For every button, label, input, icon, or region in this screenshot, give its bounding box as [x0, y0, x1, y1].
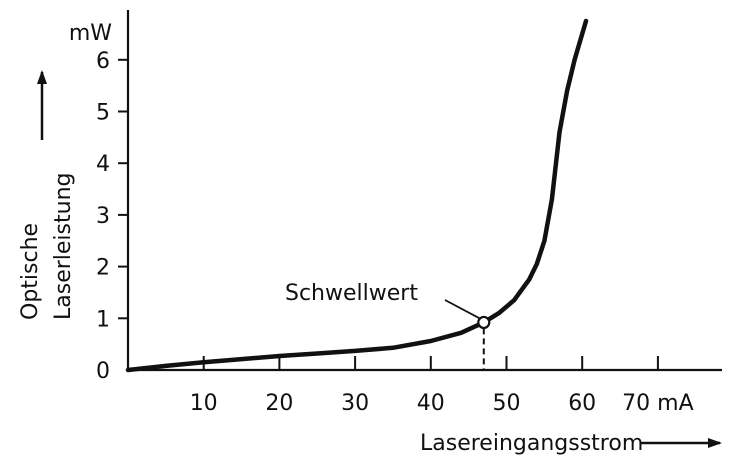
- y-tick-label: 0: [96, 359, 110, 384]
- y-tick-label: 6: [96, 49, 110, 74]
- y-unit: mW: [69, 21, 112, 46]
- x-tick-label: 50: [493, 391, 521, 416]
- y-tick-label: 3: [96, 204, 110, 229]
- x-tick-label: 70 mA: [622, 391, 693, 416]
- y-axis-title-group: Optische Laserleistung: [18, 70, 76, 320]
- x-tick-label: 40: [417, 391, 445, 416]
- x-tick-label: 20: [265, 391, 293, 416]
- x-axis-title: Lasereingangsstrom: [420, 431, 643, 456]
- y-tick-label: 1: [96, 307, 110, 332]
- x-ticks: 10 20 30 40 50 60 70 mA: [190, 356, 694, 416]
- y-ticks: 0 1 2 3 4 5 6: [96, 49, 128, 384]
- annotation: Schwellwert: [285, 281, 481, 320]
- y-tick-label: 4: [96, 152, 110, 177]
- x-tick-label: 30: [341, 391, 369, 416]
- threshold-label: Schwellwert: [285, 281, 418, 306]
- series-line: [125, 18, 589, 373]
- y-tick-label: 2: [96, 256, 110, 281]
- y-axis-title-line-1: Optische: [18, 223, 43, 320]
- y-axis-title-line-2: Laserleistung: [51, 173, 76, 320]
- threshold-leader-line: [444, 299, 481, 320]
- y-unit-label: mW: [69, 21, 112, 46]
- x-tick-label: 60: [568, 391, 596, 416]
- x-tick-label: 10: [190, 391, 218, 416]
- y-tick-label: 5: [96, 101, 110, 126]
- axes: [126, 10, 722, 372]
- x-axis-title-group: Lasereingangsstrom: [420, 431, 722, 456]
- threshold-point: [477, 315, 491, 330]
